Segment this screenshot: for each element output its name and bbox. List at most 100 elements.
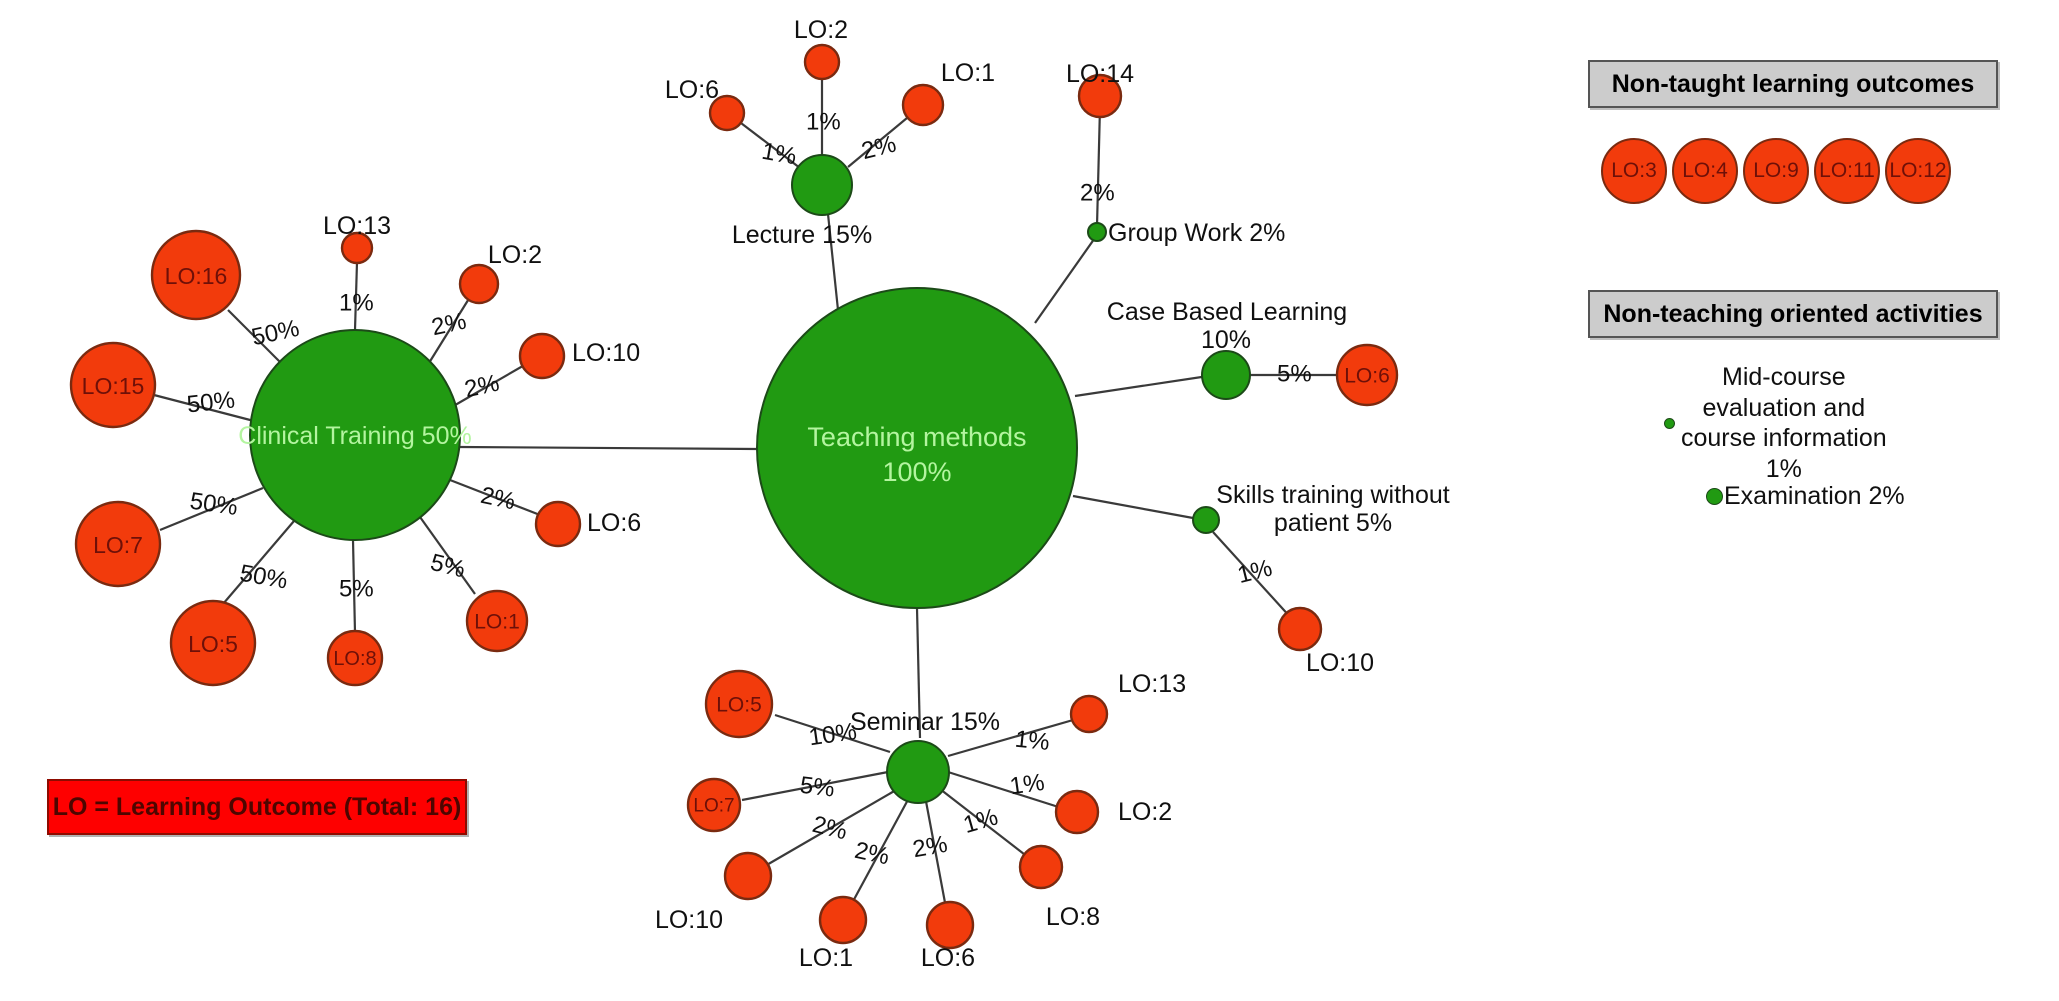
node-circle[interactable] xyxy=(1277,606,1323,652)
legend-lo-9[interactable]: LO:9 xyxy=(1743,138,1809,204)
node-circle[interactable] xyxy=(1054,789,1100,835)
ext-label-lecture-lo1: LO:1 xyxy=(941,59,995,87)
legend-lo-3[interactable]: LO:3 xyxy=(1601,138,1667,204)
edge-seminar-lo10 xyxy=(764,789,897,867)
node-clinical-lo6[interactable] xyxy=(534,500,582,548)
ext-label-seminar: Seminar 15% xyxy=(850,708,1000,736)
node-clinical-lo16[interactable]: LO:16 xyxy=(150,229,242,321)
node-seminar-lo13[interactable] xyxy=(1069,694,1109,734)
node-circle[interactable] xyxy=(708,94,746,132)
edge-lecture-lo6 xyxy=(736,119,801,169)
node-clinical-lo2[interactable] xyxy=(458,263,500,305)
edge-label-seminar-lo10: 2% xyxy=(810,811,850,846)
node-label: Clinical Training 50% xyxy=(238,422,471,450)
ext-label-skills-lo10: LO:10 xyxy=(1306,649,1374,677)
node-circle[interactable] xyxy=(756,287,1078,609)
node-lecture-lo1[interactable] xyxy=(901,83,945,127)
edge-label-seminar-lo2: 1% xyxy=(1008,769,1046,801)
activity-examination: Examination 2% xyxy=(1706,482,1905,511)
edge-label-clinical-lo6: 2% xyxy=(478,482,518,516)
node-clinical-lo13[interactable] xyxy=(340,231,374,265)
node-label: LO:7 xyxy=(693,796,734,817)
node-seminar-lo8[interactable] xyxy=(1018,844,1064,890)
node-circle[interactable] xyxy=(1077,73,1123,119)
node-cbl-lo6[interactable]: LO:6 xyxy=(1335,343,1399,407)
node-circle[interactable] xyxy=(925,900,975,950)
node-clinical-lo1[interactable]: LO:1 xyxy=(465,589,529,653)
node-clinical-lo5[interactable]: LO:5 xyxy=(169,599,257,687)
node-circle[interactable] xyxy=(901,83,945,127)
node-circle[interactable] xyxy=(340,231,374,265)
node-circle[interactable] xyxy=(249,329,461,541)
node-label: LO:15 xyxy=(82,373,145,399)
node-seminar[interactable] xyxy=(886,740,950,804)
ext-label-seminar-lo2: LO:2 xyxy=(1118,798,1172,826)
ext-label-cbl-line1: Case Based Learning xyxy=(1107,298,1347,326)
legend-lo-4[interactable]: LO:4 xyxy=(1672,138,1738,204)
ext-label-seminar-lo10: LO:10 xyxy=(655,906,723,934)
node-skills-training[interactable] xyxy=(1192,506,1220,534)
node-circle[interactable] xyxy=(458,263,500,305)
node-circle[interactable] xyxy=(69,341,157,429)
node-clinical-lo15[interactable]: LO:15 xyxy=(69,341,157,429)
ext-label-clinical-lo13: LO:13 xyxy=(323,212,391,240)
edge-label-seminar-lo1: 2% xyxy=(852,837,892,871)
node-clinical-lo8[interactable]: LO:8 xyxy=(326,629,384,687)
node-circle[interactable] xyxy=(1335,343,1399,407)
edge-clinical-lo10 xyxy=(449,362,529,409)
node-circle[interactable] xyxy=(1192,506,1220,534)
node-teaching-methods[interactable]: Teaching methods 100% xyxy=(756,287,1078,609)
node-lecture-lo2[interactable] xyxy=(803,43,841,81)
node-circle[interactable] xyxy=(1201,350,1251,400)
node-clinical-lo7[interactable]: LO:7 xyxy=(74,500,162,588)
ext-label-lecture-lo2: LO:2 xyxy=(794,16,848,44)
node-circle[interactable] xyxy=(704,669,774,739)
node-group-work[interactable] xyxy=(1087,222,1107,242)
edge-clinical-lo15 xyxy=(153,393,255,423)
node-circle[interactable] xyxy=(791,154,853,216)
ext-label-group-work: Group Work 2% xyxy=(1108,219,1285,247)
ext-label-skills-line2: patient 5% xyxy=(1274,509,1392,537)
legend-lo-12[interactable]: LO:12 xyxy=(1885,138,1951,204)
ext-label-skills-line1: Skills training without xyxy=(1216,481,1449,509)
node-circle[interactable] xyxy=(1069,694,1109,734)
edge-root-seminar xyxy=(915,607,922,739)
edges-layer xyxy=(153,76,1336,909)
node-circle[interactable] xyxy=(169,599,257,687)
node-seminar-lo10[interactable] xyxy=(723,851,773,901)
edge-clinical-lo6 xyxy=(449,478,541,517)
edge-seminar-lo7 xyxy=(741,770,889,802)
node-circle[interactable] xyxy=(465,589,529,653)
node-seminar-lo6[interactable] xyxy=(925,900,975,950)
node-lecture[interactable] xyxy=(791,154,853,216)
edge-label-clinical-lo2: 2% xyxy=(429,308,469,342)
node-circle[interactable] xyxy=(518,332,566,380)
node-label: LO:5 xyxy=(716,694,762,717)
node-circle[interactable] xyxy=(803,43,841,81)
edge-label-cbl-lo6: 5% xyxy=(1277,361,1312,388)
edge-clinical-lo13 xyxy=(353,261,359,331)
edge-label-clinical-lo7: 50% xyxy=(188,488,239,521)
node-skills-lo10[interactable] xyxy=(1277,606,1323,652)
node-circle[interactable] xyxy=(818,895,868,945)
node-clinical-training[interactable]: Clinical Training 50% xyxy=(238,329,472,541)
node-seminar-lo7[interactable]: LO:7 xyxy=(686,777,742,833)
node-seminar-lo1[interactable] xyxy=(818,895,868,945)
node-seminar-lo2[interactable] xyxy=(1054,789,1100,835)
node-circle[interactable] xyxy=(1018,844,1064,890)
node-circle[interactable] xyxy=(723,851,773,901)
node-case-based-learning[interactable] xyxy=(1201,350,1251,400)
node-circle[interactable] xyxy=(534,500,582,548)
node-lecture-lo6[interactable] xyxy=(708,94,746,132)
node-circle[interactable] xyxy=(886,740,950,804)
node-groupwork-lo14[interactable] xyxy=(1077,73,1123,119)
node-circle[interactable] xyxy=(686,777,742,833)
node-clinical-lo10[interactable] xyxy=(518,332,566,380)
activity-label: Mid-course evaluation and course informa… xyxy=(1681,363,1887,483)
node-circle[interactable] xyxy=(150,229,242,321)
node-circle[interactable] xyxy=(1087,222,1107,242)
legend-lo-11[interactable]: LO:11 xyxy=(1814,138,1880,204)
node-seminar-lo5[interactable]: LO:5 xyxy=(704,669,774,739)
node-circle[interactable] xyxy=(74,500,162,588)
node-circle[interactable] xyxy=(326,629,384,687)
